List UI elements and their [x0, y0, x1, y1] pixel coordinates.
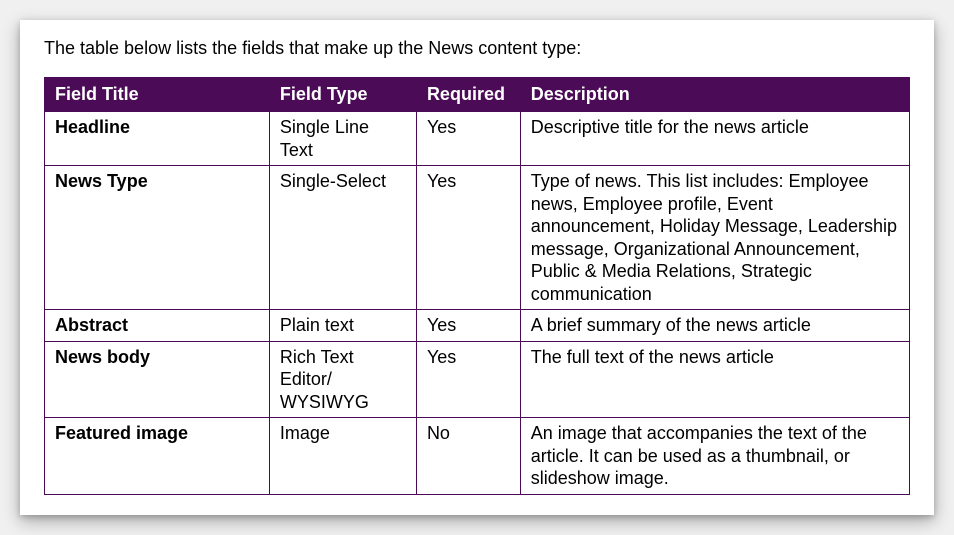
col-header-description: Description — [520, 78, 909, 112]
cell-field-title: Featured image — [45, 418, 270, 495]
cell-description: An image that accompanies the text of th… — [520, 418, 909, 495]
cell-field-title: Abstract — [45, 310, 270, 342]
table-row: News Type Single-Select Yes Type of news… — [45, 166, 910, 310]
cell-field-title: News body — [45, 341, 270, 418]
cell-field-type: Rich Text Editor/ WYSIWYG — [269, 341, 416, 418]
cell-required: Yes — [416, 310, 520, 342]
fields-table: Field Title Field Type Required Descript… — [44, 77, 910, 495]
cell-description: Descriptive title for the news article — [520, 112, 909, 166]
cell-field-type: Single Line Text — [269, 112, 416, 166]
cell-field-title: News Type — [45, 166, 270, 310]
col-header-field-title: Field Title — [45, 78, 270, 112]
cell-field-type: Single-Select — [269, 166, 416, 310]
intro-paragraph: The table below lists the fields that ma… — [44, 38, 910, 59]
table-header-row: Field Title Field Type Required Descript… — [45, 78, 910, 112]
table-row: Headline Single Line Text Yes Descriptiv… — [45, 112, 910, 166]
col-header-field-type: Field Type — [269, 78, 416, 112]
table-body: Headline Single Line Text Yes Descriptiv… — [45, 112, 910, 495]
table-row: Featured image Image No An image that ac… — [45, 418, 910, 495]
cell-field-title: Headline — [45, 112, 270, 166]
document-page: The table below lists the fields that ma… — [20, 20, 934, 515]
page-cutoff-fade — [20, 495, 934, 515]
table-row: News body Rich Text Editor/ WYSIWYG Yes … — [45, 341, 910, 418]
cell-description: A brief summary of the news article — [520, 310, 909, 342]
cell-field-type: Image — [269, 418, 416, 495]
cell-description: The full text of the news article — [520, 341, 909, 418]
cell-field-type: Plain text — [269, 310, 416, 342]
cell-required: Yes — [416, 112, 520, 166]
cell-required: Yes — [416, 166, 520, 310]
table-row: Abstract Plain text Yes A brief summary … — [45, 310, 910, 342]
cell-required: Yes — [416, 341, 520, 418]
cell-required: No — [416, 418, 520, 495]
col-header-required: Required — [416, 78, 520, 112]
cell-description: Type of news. This list includes: Employ… — [520, 166, 909, 310]
